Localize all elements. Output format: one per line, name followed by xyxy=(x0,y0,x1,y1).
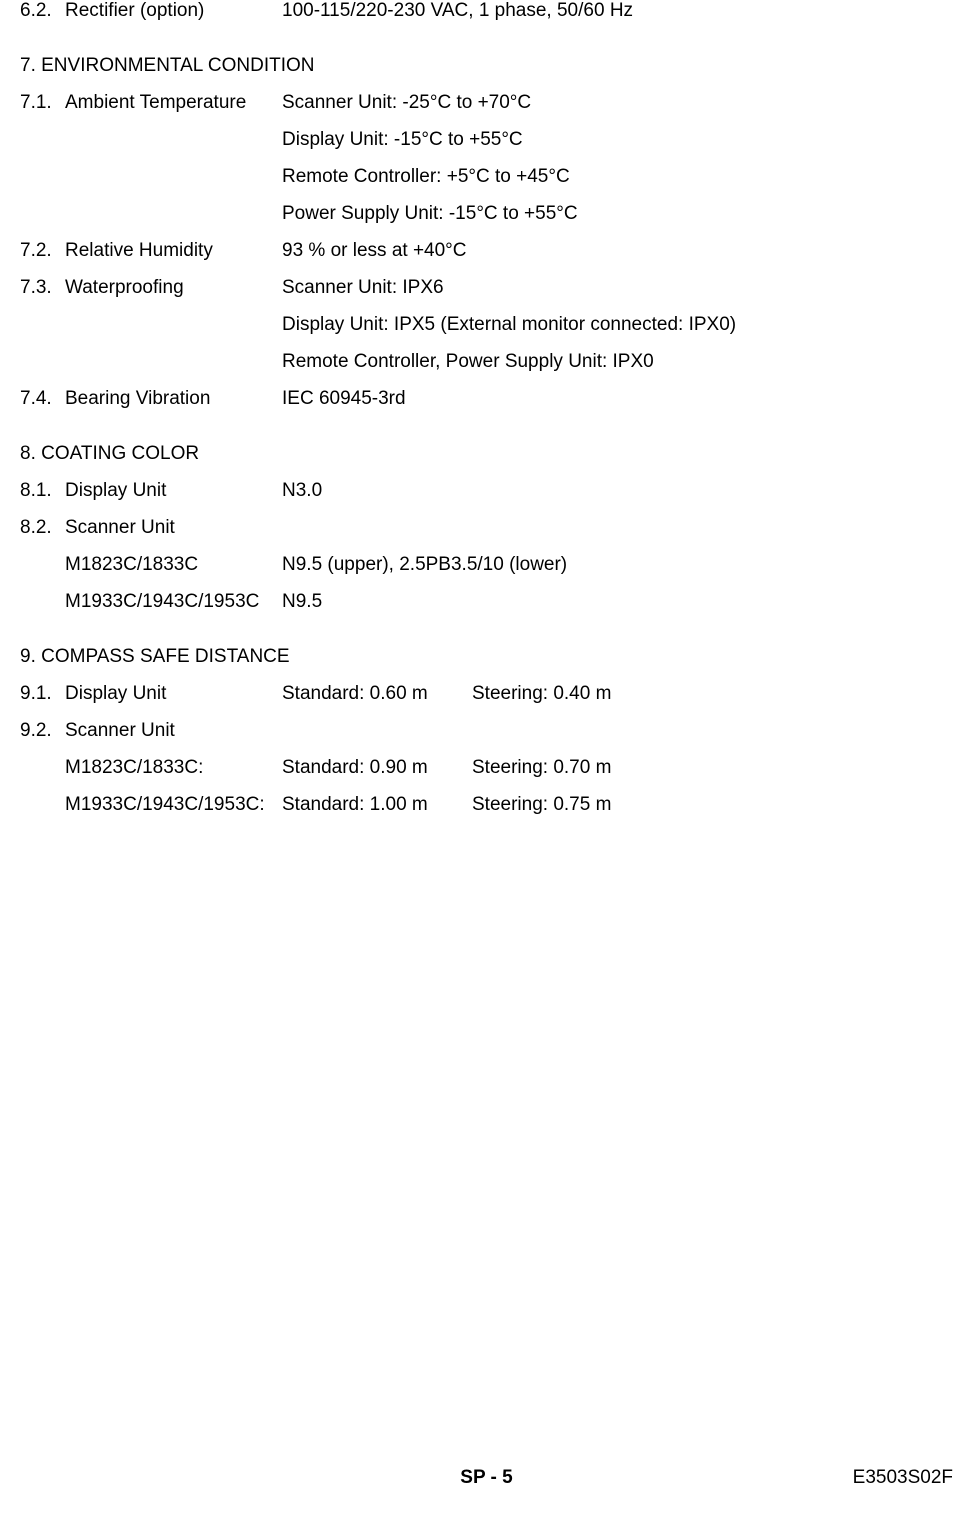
spec-num: 8.2. xyxy=(20,517,65,539)
spec-num: 7.4. xyxy=(20,388,65,410)
compass-standard: Standard: 0.60 m xyxy=(282,683,472,705)
section-7-heading: 7. ENVIRONMENTAL CONDITION xyxy=(20,55,953,77)
spec-subitem: M1823C/1833C N9.5 (upper), 2.5PB3.5/10 (… xyxy=(20,554,953,576)
spec-label: Display Unit xyxy=(65,683,282,705)
spec-value: Scanner Unit: IPX6 Display Unit: IPX5 (E… xyxy=(282,277,953,373)
spec-value-line: Remote Controller: +5°C to +45°C xyxy=(282,166,953,188)
spec-label: Rectifier (option) xyxy=(65,0,282,22)
spec-value xyxy=(282,720,953,742)
spec-item-8-2: 8.2. Scanner Unit xyxy=(20,517,953,539)
spec-value-line: Display Unit: -15°C to +55°C xyxy=(282,129,953,151)
spec-label: Scanner Unit xyxy=(65,517,282,539)
sub-value: Standard: 0.90 m Steering: 0.70 m xyxy=(282,757,953,779)
page-footer: SP - 5 E3503S02F xyxy=(20,1467,953,1489)
sub-value: N9.5 (upper), 2.5PB3.5/10 (lower) xyxy=(282,554,953,576)
spec-num: 7.1. xyxy=(20,92,65,225)
spec-value xyxy=(282,517,953,539)
spec-label: Display Unit xyxy=(65,480,282,502)
spec-num: 8.1. xyxy=(20,480,65,502)
spec-value-line: Remote Controller, Power Supply Unit: IP… xyxy=(282,351,953,373)
spec-subitem: M1933C/1943C/1953C N9.5 xyxy=(20,591,953,613)
spec-value: 100-115/220-230 VAC, 1 phase, 50/60 Hz xyxy=(282,0,953,22)
sub-value: N9.5 xyxy=(282,591,953,613)
compass-steering: Steering: 0.70 m xyxy=(472,757,953,779)
sub-label: M1823C/1833C xyxy=(65,554,282,576)
section-8-heading: 8. COATING COLOR xyxy=(20,443,953,465)
spec-item-9-2: 9.2. Scanner Unit xyxy=(20,720,953,742)
sub-label: M1823C/1833C: xyxy=(65,757,282,779)
spec-num: 7.2. xyxy=(20,240,65,262)
spec-label: Scanner Unit xyxy=(65,720,282,742)
compass-standard: Standard: 1.00 m xyxy=(282,794,472,816)
spec-subitem: M1933C/1943C/1953C: Standard: 1.00 m Ste… xyxy=(20,794,953,816)
spec-item-7-2: 7.2. Relative Humidity 93 % or less at +… xyxy=(20,240,953,262)
spec-value: N3.0 xyxy=(282,480,953,502)
compass-steering: Steering: 0.75 m xyxy=(472,794,953,816)
spec-label: Relative Humidity xyxy=(65,240,282,262)
sub-label: M1933C/1943C/1953C: xyxy=(65,794,282,816)
spec-label: Waterproofing xyxy=(65,277,282,373)
spec-value: 93 % or less at +40°C xyxy=(282,240,953,262)
spec-num: 7.3. xyxy=(20,277,65,373)
page-number: SP - 5 xyxy=(460,1467,512,1489)
spec-value-line: Display Unit: IPX5 (External monitor con… xyxy=(282,314,953,336)
spec-item-9-1: 9.1. Display Unit Standard: 0.60 m Steer… xyxy=(20,683,953,705)
section-9-heading: 9. COMPASS SAFE DISTANCE xyxy=(20,646,953,668)
spec-label: Ambient Temperature xyxy=(65,92,282,225)
spec-item-8-1: 8.1. Display Unit N3.0 xyxy=(20,480,953,502)
sub-indent xyxy=(20,794,65,816)
spec-value-line: Scanner Unit: -25°C to +70°C xyxy=(282,92,953,114)
compass-steering: Steering: 0.40 m xyxy=(472,683,953,705)
spec-num: 6.2. xyxy=(20,0,65,22)
sub-value: Standard: 1.00 m Steering: 0.75 m xyxy=(282,794,953,816)
spec-label: Bearing Vibration xyxy=(65,388,282,410)
sub-indent xyxy=(20,757,65,779)
spec-item-7-4: 7.4. Bearing Vibration IEC 60945-3rd xyxy=(20,388,953,410)
spec-num: 9.1. xyxy=(20,683,65,705)
spec-item-6-2: 6.2. Rectifier (option) 100-115/220-230 … xyxy=(20,0,953,22)
spec-subitem: M1823C/1833C: Standard: 0.90 m Steering:… xyxy=(20,757,953,779)
spec-value-line: Scanner Unit: IPX6 xyxy=(282,277,953,299)
spec-value: Standard: 0.60 m Steering: 0.40 m xyxy=(282,683,953,705)
spec-item-7-1: 7.1. Ambient Temperature Scanner Unit: -… xyxy=(20,92,953,225)
sub-label: M1933C/1943C/1953C xyxy=(65,591,282,613)
sub-indent xyxy=(20,554,65,576)
spec-value: IEC 60945-3rd xyxy=(282,388,953,410)
document-code: E3503S02F xyxy=(853,1467,953,1489)
sub-indent xyxy=(20,591,65,613)
compass-standard: Standard: 0.90 m xyxy=(282,757,472,779)
spec-value-line: Power Supply Unit: -15°C to +55°C xyxy=(282,203,953,225)
spec-num: 9.2. xyxy=(20,720,65,742)
spec-item-7-3: 7.3. Waterproofing Scanner Unit: IPX6 Di… xyxy=(20,277,953,373)
spec-value: Scanner Unit: -25°C to +70°C Display Uni… xyxy=(282,92,953,225)
